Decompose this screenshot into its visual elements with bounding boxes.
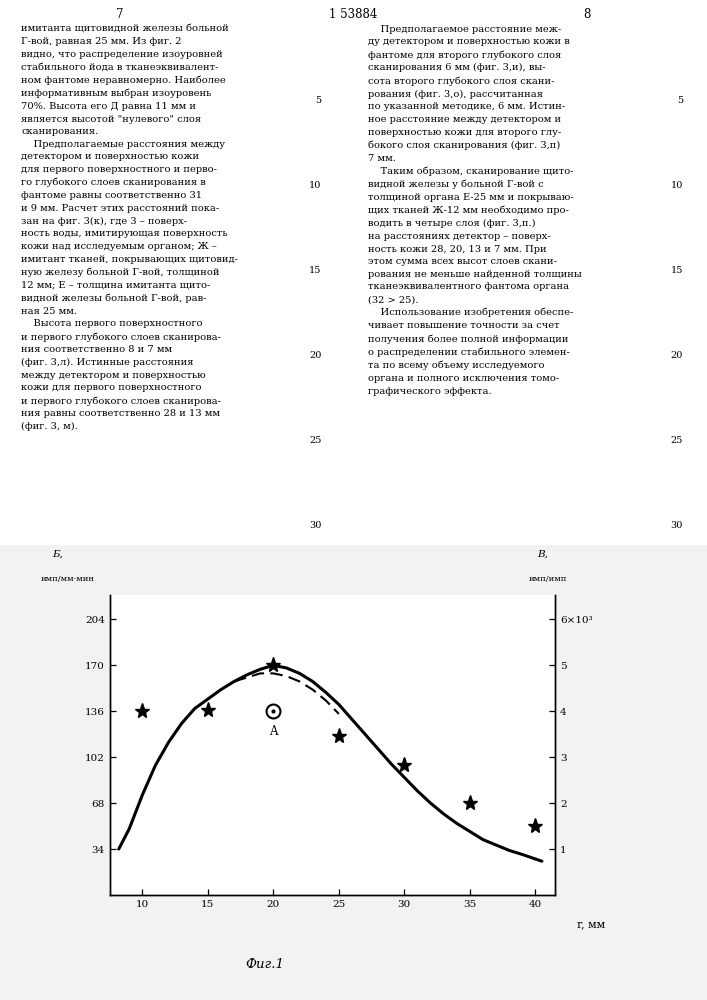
Text: 25: 25: [670, 436, 683, 445]
Text: 5: 5: [677, 96, 683, 105]
Text: r, мм: r, мм: [577, 919, 604, 929]
Text: 25: 25: [309, 436, 322, 445]
Text: имп/мм·мин: имп/мм·мин: [40, 575, 95, 583]
Text: 7: 7: [117, 8, 124, 21]
Text: 8: 8: [583, 8, 590, 21]
Text: Предполагаемое расстояние меж-
ду детектором и поверхностью кожи в
фантоме для в: Предполагаемое расстояние меж- ду детект…: [368, 25, 581, 396]
Text: 15: 15: [309, 266, 322, 275]
Text: 20: 20: [670, 351, 683, 360]
Text: 5: 5: [315, 96, 322, 105]
Text: имп/имп: имп/имп: [528, 575, 566, 583]
FancyBboxPatch shape: [0, 0, 707, 545]
Text: Б,: Б,: [52, 550, 62, 559]
Text: 30: 30: [670, 521, 683, 530]
Text: 30: 30: [309, 521, 322, 530]
Text: 10: 10: [309, 181, 322, 190]
Text: 15: 15: [670, 266, 683, 275]
Text: 20: 20: [309, 351, 322, 360]
Text: 1 53884: 1 53884: [329, 8, 378, 21]
Text: Фиг.1: Фиг.1: [246, 958, 284, 971]
Text: 10: 10: [670, 181, 683, 190]
Text: имитанта щитовидной железы больной
Г-вой, равная 25 мм. Из фиг. 2
видно, что рас: имитанта щитовидной железы больной Г-вой…: [21, 25, 238, 431]
Text: A: A: [269, 725, 278, 738]
Text: В,: В,: [537, 550, 548, 559]
